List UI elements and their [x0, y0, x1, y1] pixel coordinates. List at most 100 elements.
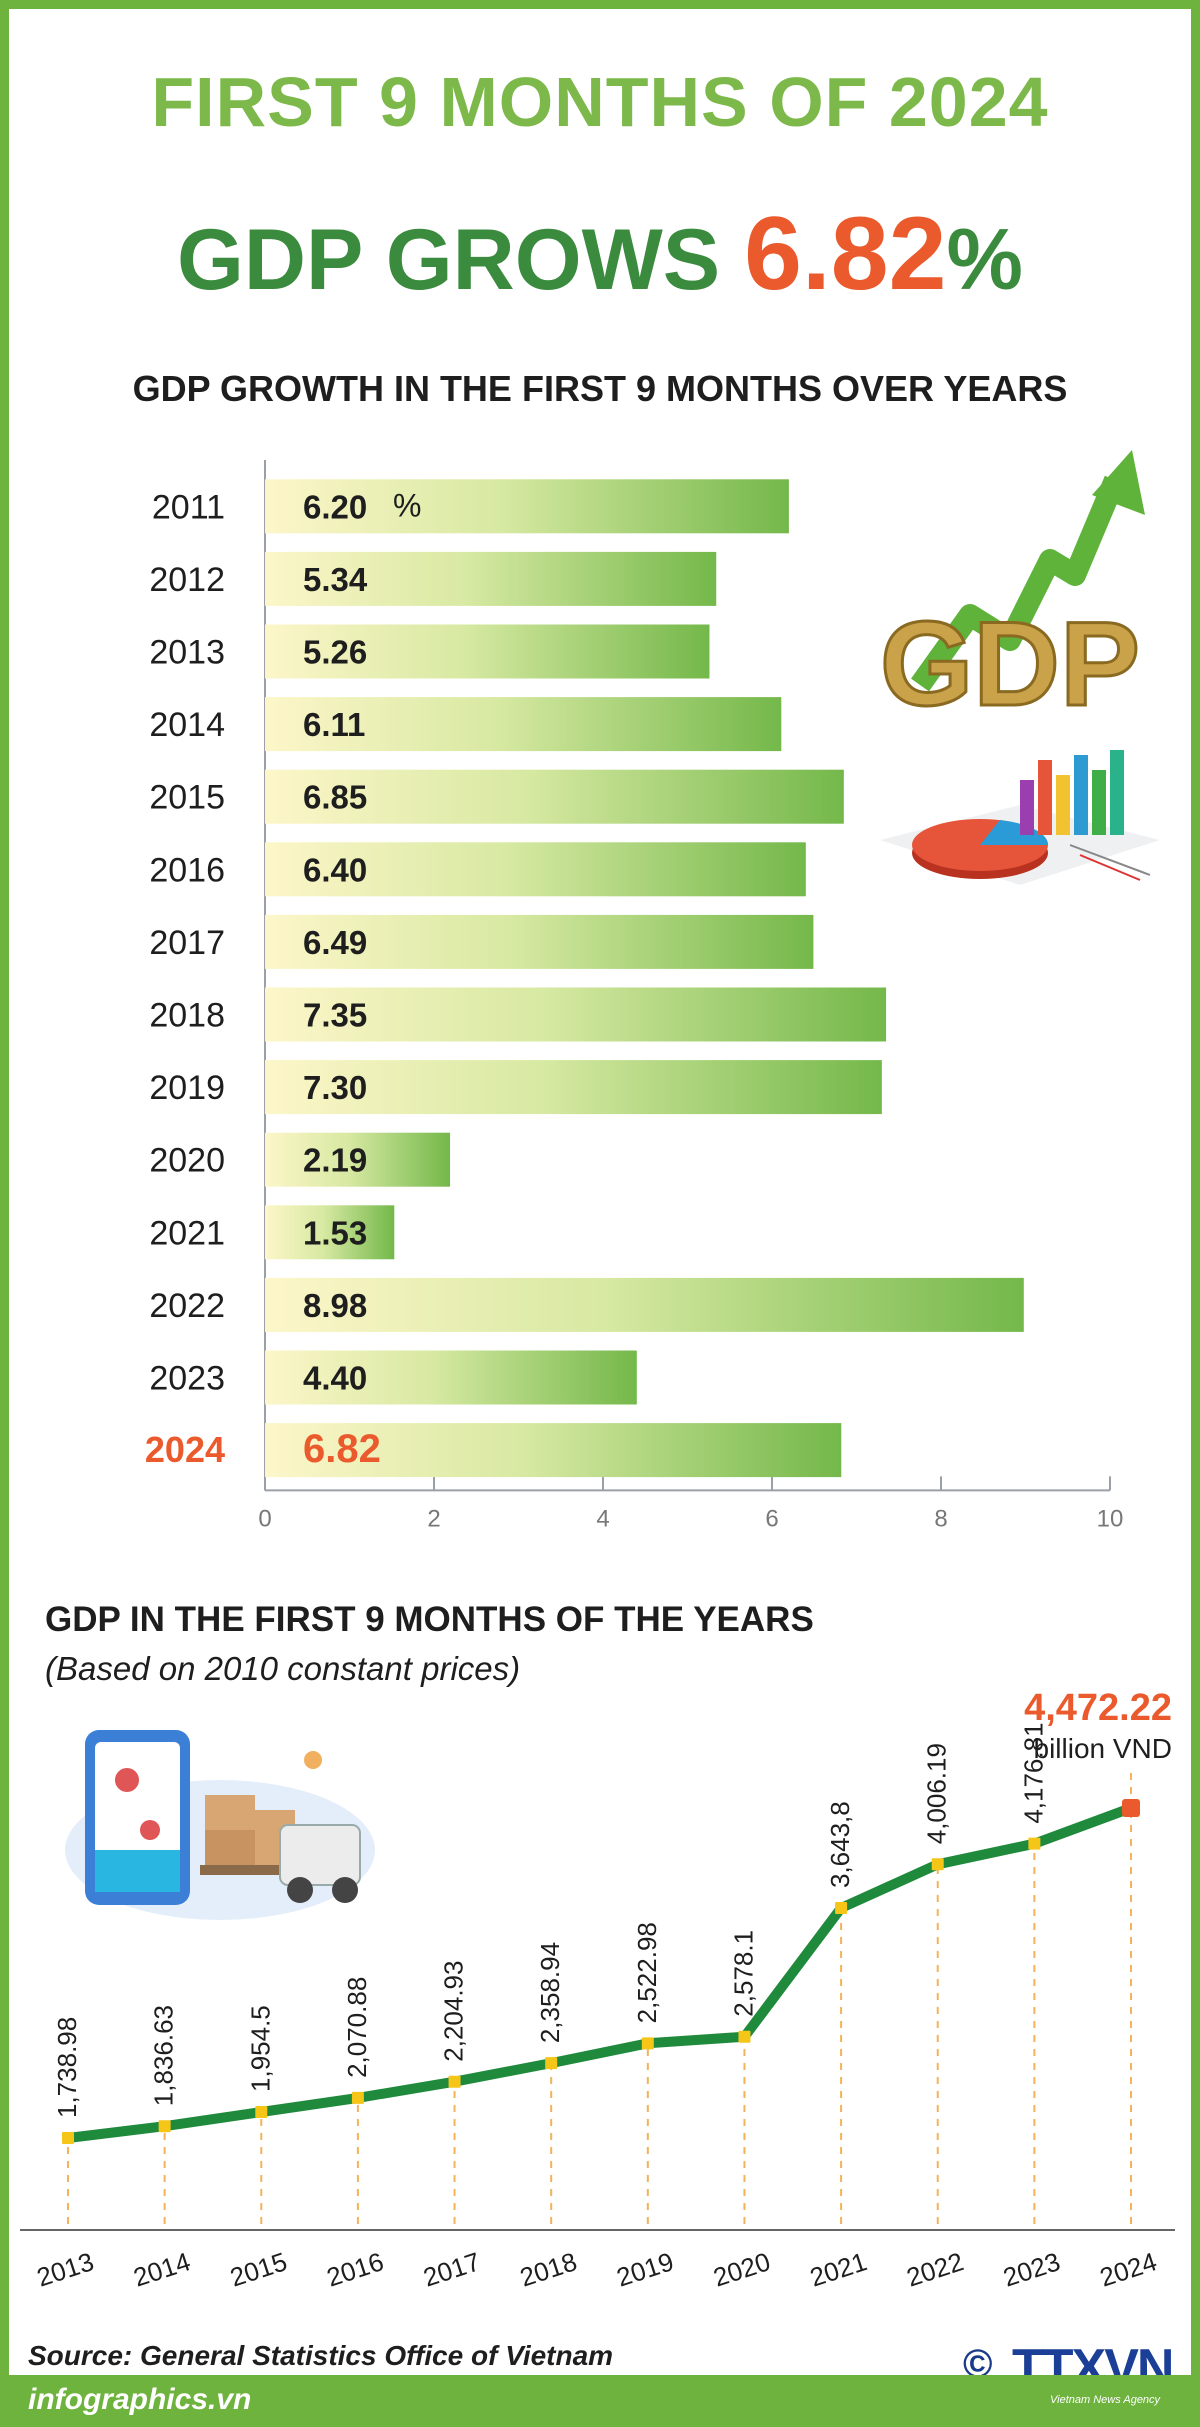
gdp-3d-text: GDP [880, 597, 1140, 731]
bar [265, 1350, 637, 1405]
line-value-label: 2,070.88 [342, 1977, 372, 2078]
line-value-label: 2,578.1 [728, 1930, 758, 2017]
bar-value-label: 6.82 [303, 1427, 381, 1471]
source-note: Source: General Statistics Office of Vie… [28, 2340, 614, 2371]
bar [265, 624, 710, 679]
bar [265, 1132, 451, 1187]
bar-category-label: 2014 [149, 706, 225, 744]
line-x-label: 2024 [1096, 2246, 1160, 2292]
line-chart-subtitle: (Based on 2010 constant prices) [45, 1650, 521, 1687]
bar-unit-label: % [393, 487, 421, 523]
bar-value-label: 5.26 [303, 634, 367, 671]
line-x-label: 2023 [999, 2246, 1063, 2292]
bar [265, 842, 806, 897]
bar-x-tick-label: 8 [934, 1505, 947, 1532]
bar-category-label: 2020 [149, 1142, 225, 1180]
header-headline: GDP GROWS 6.82% [0, 195, 1200, 314]
bar [265, 987, 887, 1042]
bar [265, 1423, 842, 1478]
line-x-label: 2021 [806, 2246, 870, 2292]
bar-chart: 0 2 4 6 8 10 2011 6.20 % 2012 5.34 2013 5.26 2014 6.11… [145, 460, 1123, 1532]
line-x-label: 2018 [516, 2246, 580, 2292]
footer-bar: infographics.vn [0, 2375, 1200, 2427]
bar [265, 1277, 1024, 1332]
line-value-label: 1,738.98 [52, 2017, 82, 2118]
line-point [738, 2030, 751, 2043]
line-x-label: 2022 [903, 2246, 967, 2292]
bar [265, 1205, 395, 1260]
bar-value-label: 6.40 [303, 851, 367, 888]
line-x-label: 2015 [226, 2246, 290, 2292]
logo-subtitle: Vietnam News Agency [1050, 2394, 1161, 2406]
line-value-label: 2,204.93 [439, 1961, 469, 2062]
line-value-label: 4,006.19 [922, 1743, 952, 1844]
bar-x-tick-label: 6 [765, 1505, 778, 1532]
line-x-label: 2017 [420, 2246, 484, 2292]
bar-category-label: 2012 [149, 561, 225, 599]
line-series [63, 1803, 1136, 2143]
bar-value-label: 4.40 [303, 1360, 367, 1397]
site-name: infographics.vn [28, 2383, 252, 2416]
bar-category-label: 2011 [152, 488, 225, 526]
line-x-label: 2014 [130, 2246, 194, 2292]
bar-value-label: 7.35 [303, 997, 367, 1034]
bar-category-label: 2016 [149, 851, 225, 889]
line-point [1122, 1799, 1140, 1817]
bar-value-label: 6.85 [303, 779, 367, 816]
line-value-label: 3,643,8 [825, 1801, 855, 1888]
bar-x-tick-label: 2 [427, 1505, 440, 1532]
bar-x-tick-label: 4 [596, 1505, 609, 1532]
line-highlight-unit: billion VND [1034, 1733, 1173, 1764]
line-point [255, 2105, 268, 2118]
bar-x-tick-label: 0 [258, 1505, 271, 1532]
bar-value-label: 7.30 [303, 1069, 367, 1106]
bar [265, 479, 789, 534]
headline-suffix: % [946, 212, 1023, 308]
bar-value-label: 5.34 [303, 561, 368, 598]
line-value-label: 1,836.63 [149, 2005, 179, 2106]
bar [265, 1060, 882, 1115]
bar-category-label: 2024 [145, 1429, 225, 1470]
line-point [1028, 1837, 1041, 1850]
line-point [641, 2037, 654, 2050]
line-point [62, 2132, 74, 2144]
line-value-label: 2,358.94 [535, 1942, 565, 2043]
line-point [351, 2091, 364, 2104]
bar-value-label: 1.53 [303, 1214, 367, 1251]
line-chart-title: GDP IN THE FIRST 9 MONTHS OF THE YEARS [45, 1600, 814, 1639]
bar-category-label: 2023 [149, 1360, 225, 1398]
bar [265, 697, 782, 752]
delivery-illustration [65, 1730, 375, 1920]
bar-category-label: 2022 [149, 1287, 225, 1325]
line-x-label: 2020 [710, 2246, 774, 2292]
bar-category-label: 2013 [149, 634, 225, 672]
line-x-label: 2019 [613, 2246, 677, 2292]
pie-bars-illustration [880, 750, 1160, 885]
bar-value-label: 2.19 [303, 1142, 367, 1179]
bar-value-label: 6.20 [303, 488, 367, 525]
line-point [448, 2075, 461, 2088]
headline-value: 6.82 [744, 196, 947, 312]
line-value-label: 1,954.5 [245, 2005, 275, 2092]
line-highlight-value: 4,472.22 [1024, 1687, 1172, 1729]
line-x-label: 2013 [33, 2246, 97, 2292]
bar [265, 551, 717, 606]
bar-category-label: 2018 [149, 997, 225, 1035]
header-period: FIRST 9 MONTHS OF 2024 [151, 63, 1049, 141]
gdp-arrow-illustration: GDP [878, 450, 1145, 733]
line-value-label: 2,522.98 [632, 1922, 662, 2023]
line-x-label: 2016 [323, 2246, 387, 2292]
bar-value-label: 8.98 [303, 1287, 367, 1324]
bar-value-label: 6.11 [303, 706, 365, 743]
line-point [545, 2057, 558, 2070]
line-chart: 1,738.98 2013 1,836.63 2014 1,954.5 2015 2,070… [20, 1687, 1175, 2293]
bar-category-label: 2021 [149, 1214, 225, 1252]
bar-value-label: 6.49 [303, 924, 367, 961]
line-value-label: 4,176.81 [1018, 1722, 1048, 1823]
bar [265, 769, 844, 824]
bar-category-label: 2017 [149, 924, 225, 962]
line-point [835, 1902, 848, 1915]
bar-chart-title: GDP GROWTH IN THE FIRST 9 MONTHS OVER YE… [132, 368, 1068, 409]
line-point [158, 2120, 171, 2133]
